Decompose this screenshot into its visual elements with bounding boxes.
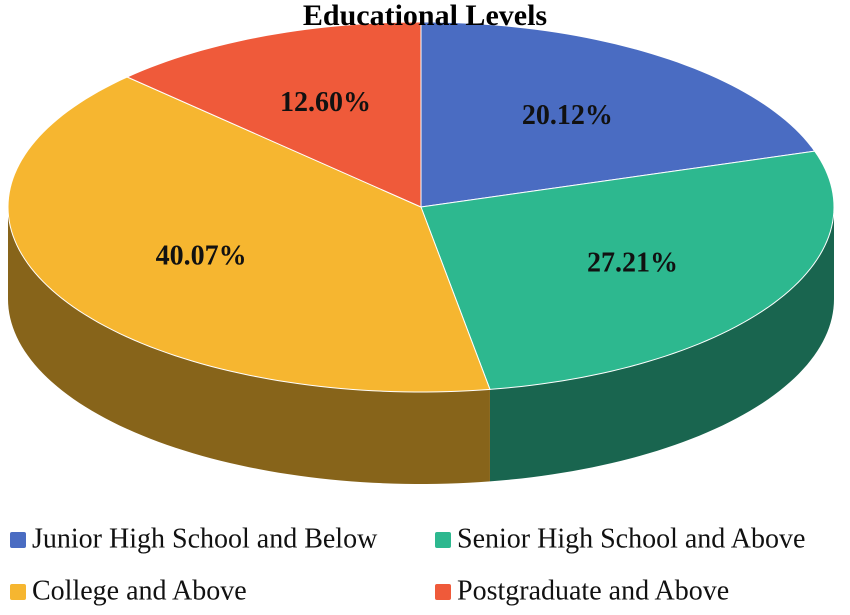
pie-slice [7, 76, 491, 393]
legend-swatch [435, 532, 451, 548]
legend-label: College and Above [32, 575, 247, 606]
legend-swatch [10, 532, 26, 548]
legend-label: Junior High School and Below [32, 523, 378, 554]
legend-swatch [10, 584, 26, 600]
value-labels: 20.12% 27.21% 40.07% 12.60% [156, 87, 678, 278]
pie-tops [7, 21, 835, 393]
pie-slice [125, 21, 422, 208]
value-label: 20.12% [522, 100, 613, 131]
pie-sides [8, 207, 834, 484]
value-label: 27.21% [587, 247, 678, 278]
chart-title: Educational Levels [303, 0, 547, 32]
value-label: 40.07% [156, 241, 247, 272]
legend-swatch [435, 584, 451, 600]
legend-label: Senior High School and Above [457, 523, 805, 554]
pie-side [489, 207, 834, 482]
value-label: 12.60% [280, 87, 371, 118]
pie-side [8, 207, 490, 484]
legend-label: Postgraduate and Above [457, 575, 729, 606]
pie-slice [420, 150, 835, 390]
legend: Junior High School and Below Senior High … [10, 523, 805, 606]
pie-slice [420, 21, 816, 208]
